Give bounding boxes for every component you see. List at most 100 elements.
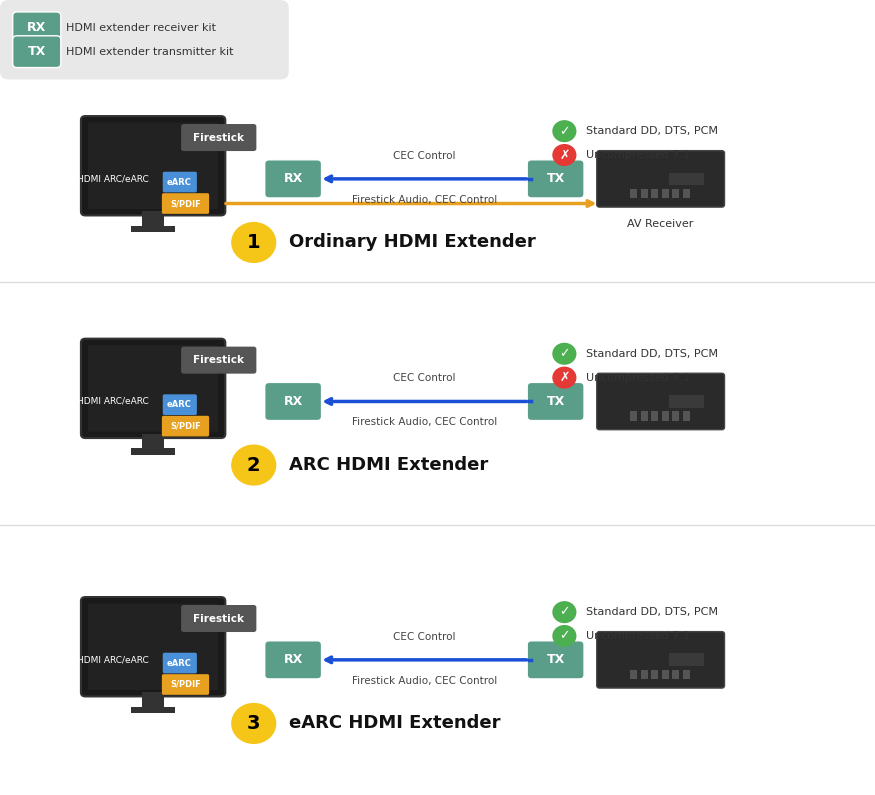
Text: HDMI ARC/eARC: HDMI ARC/eARC [77, 174, 149, 184]
Text: Standard DD, DTS, PCM: Standard DD, DTS, PCM [586, 126, 718, 136]
Text: eARC: eARC [167, 400, 192, 409]
Circle shape [232, 445, 276, 485]
Text: Ordinary HDMI Extender: Ordinary HDMI Extender [289, 234, 536, 251]
Text: CEC Control: CEC Control [393, 373, 456, 383]
Circle shape [553, 145, 576, 165]
Text: CEC Control: CEC Control [393, 631, 456, 642]
Text: ✗: ✗ [559, 371, 570, 384]
Text: RX: RX [27, 21, 46, 34]
Text: TX: TX [547, 653, 564, 666]
FancyBboxPatch shape [163, 394, 197, 415]
Text: 3: 3 [247, 714, 261, 733]
Text: RX: RX [284, 395, 303, 408]
FancyBboxPatch shape [88, 603, 219, 690]
FancyBboxPatch shape [80, 597, 226, 696]
Text: Firestick Audio, CEC Control: Firestick Audio, CEC Control [352, 195, 497, 205]
Bar [669, 395, 704, 408]
Bar [630, 189, 637, 199]
Text: Standard DD, DTS, PCM: Standard DD, DTS, PCM [586, 349, 718, 359]
FancyBboxPatch shape [163, 172, 197, 192]
FancyBboxPatch shape [80, 116, 226, 215]
Text: RX: RX [284, 653, 303, 666]
FancyBboxPatch shape [181, 347, 256, 374]
Bar [682, 412, 690, 421]
FancyBboxPatch shape [80, 339, 226, 438]
FancyBboxPatch shape [0, 0, 289, 80]
Circle shape [553, 626, 576, 646]
FancyBboxPatch shape [162, 416, 209, 436]
Text: CEC Control: CEC Control [393, 150, 456, 161]
FancyBboxPatch shape [181, 605, 256, 632]
Text: Uncompressed 7.1: Uncompressed 7.1 [586, 631, 690, 641]
Bar [651, 412, 658, 421]
Circle shape [553, 367, 576, 388]
Text: Uncompressed 7.1: Uncompressed 7.1 [586, 373, 690, 382]
FancyBboxPatch shape [597, 151, 724, 207]
FancyBboxPatch shape [527, 160, 584, 198]
Text: Firestick Audio, CEC Control: Firestick Audio, CEC Control [352, 417, 497, 428]
Bar [630, 412, 637, 421]
FancyBboxPatch shape [265, 382, 322, 421]
Text: eARC: eARC [167, 658, 192, 668]
Text: HDMI ARC/eARC: HDMI ARC/eARC [77, 655, 149, 665]
Text: TX: TX [547, 173, 564, 185]
Bar [672, 189, 679, 199]
Bar [640, 412, 648, 421]
Bar [640, 189, 648, 199]
FancyBboxPatch shape [13, 12, 61, 44]
Text: ✓: ✓ [559, 606, 570, 619]
Bar [662, 412, 668, 421]
Text: S/PDIF: S/PDIF [170, 421, 201, 431]
FancyBboxPatch shape [163, 653, 197, 673]
FancyBboxPatch shape [527, 382, 584, 421]
Text: ✓: ✓ [559, 630, 570, 642]
Text: Firestick: Firestick [193, 133, 244, 142]
Bar [662, 189, 668, 199]
Text: ARC HDMI Extender: ARC HDMI Extender [289, 456, 488, 474]
FancyBboxPatch shape [597, 374, 724, 430]
Text: TX: TX [547, 395, 564, 408]
Text: 2: 2 [247, 456, 261, 475]
Text: HDMI ARC/eARC: HDMI ARC/eARC [77, 397, 149, 406]
FancyBboxPatch shape [13, 36, 61, 68]
Bar [669, 173, 704, 185]
Text: eARC: eARC [167, 177, 192, 187]
Text: ✓: ✓ [559, 347, 570, 360]
FancyBboxPatch shape [597, 631, 724, 688]
FancyBboxPatch shape [527, 641, 584, 679]
Text: Firestick: Firestick [193, 614, 244, 623]
Text: eARC HDMI Extender: eARC HDMI Extender [289, 715, 500, 732]
Bar [682, 669, 690, 679]
Circle shape [553, 343, 576, 364]
Text: S/PDIF: S/PDIF [170, 199, 201, 208]
FancyBboxPatch shape [162, 674, 209, 695]
FancyBboxPatch shape [88, 122, 219, 209]
FancyBboxPatch shape [265, 641, 322, 679]
Text: TX: TX [28, 45, 46, 58]
Circle shape [553, 602, 576, 622]
Text: HDMI extender transmitter kit: HDMI extender transmitter kit [66, 47, 233, 56]
Bar [672, 669, 679, 679]
Text: Firestick Audio, CEC Control: Firestick Audio, CEC Control [352, 676, 497, 686]
Text: ✗: ✗ [559, 149, 570, 161]
Bar [682, 189, 690, 199]
Bar [672, 412, 679, 421]
Bar [131, 226, 175, 232]
Text: Standard DD, DTS, PCM: Standard DD, DTS, PCM [586, 607, 718, 617]
Text: RX: RX [284, 173, 303, 185]
Bar [669, 653, 704, 666]
Bar [630, 669, 637, 679]
Bar [651, 189, 658, 199]
Text: AV Receiver: AV Receiver [627, 219, 694, 229]
FancyBboxPatch shape [162, 193, 209, 214]
FancyBboxPatch shape [181, 124, 256, 151]
Text: HDMI extender receiver kit: HDMI extender receiver kit [66, 23, 215, 33]
FancyBboxPatch shape [88, 345, 219, 432]
Bar [131, 448, 175, 455]
Circle shape [232, 704, 276, 743]
Bar [142, 434, 164, 448]
Bar [142, 211, 164, 226]
Circle shape [232, 223, 276, 262]
Bar [651, 669, 658, 679]
Text: ✓: ✓ [559, 125, 570, 138]
